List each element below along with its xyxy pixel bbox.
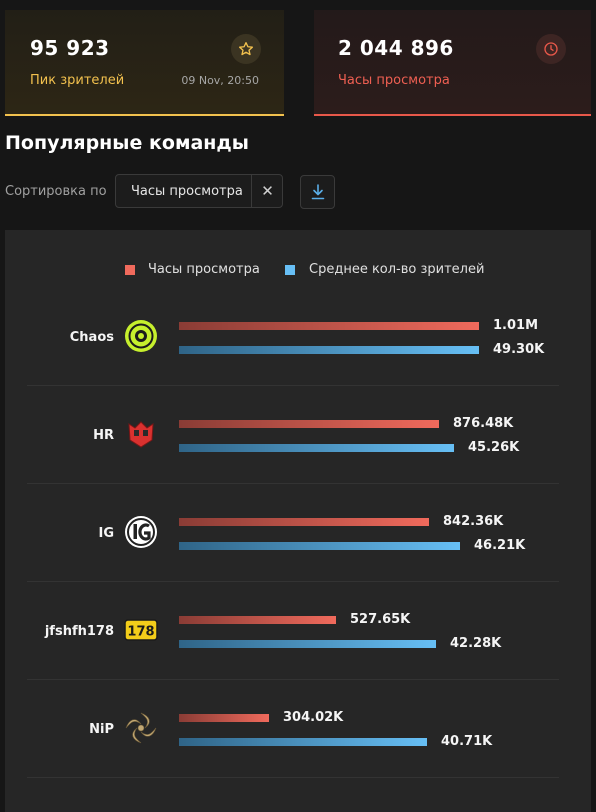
legend-label-views: Часы просмотра (148, 262, 260, 277)
row-separator (27, 679, 559, 680)
bar-label-views: 304.02K (283, 710, 344, 725)
chaos-logo (123, 318, 159, 354)
bar-avg-viewers (179, 640, 436, 648)
peak-viewers-date: 09 Nov, 20:50 (181, 74, 259, 87)
svg-text:178: 178 (127, 625, 154, 640)
peak-viewers-value: 95 923 (30, 36, 110, 60)
row-separator (27, 581, 559, 582)
team-name: HR (93, 428, 114, 443)
row-separator (27, 777, 559, 778)
bar-label-views: 842.36K (443, 514, 504, 529)
team-name: Chaos (69, 330, 114, 345)
hours-watched-value: 2 044 896 (338, 36, 454, 60)
clock-icon (536, 34, 566, 64)
bar-label-avg: 40.71K (441, 734, 493, 749)
chart-panel: Часы просмотра Среднее кол-во зрителей C… (5, 230, 591, 812)
download-button[interactable] (300, 175, 335, 209)
bar-avg-viewers (179, 346, 479, 354)
legend-swatch-avg (285, 265, 295, 275)
team-name: IG (98, 526, 114, 541)
bar-label-avg: 42.28K (450, 636, 502, 651)
178-logo: 178 (123, 612, 159, 648)
peak-viewers-label: Пик зрителей (30, 73, 125, 88)
bar-label-views: 876.48K (453, 416, 514, 431)
bar-views (179, 420, 439, 428)
hours-watched-label: Часы просмотра (338, 73, 450, 88)
sort-label: Сортировка по (5, 184, 107, 199)
bar-label-avg: 49.30K (493, 342, 545, 357)
bar-views (179, 322, 479, 330)
bar-views (179, 518, 429, 526)
bar-label-views: 1.01M (493, 318, 539, 333)
section-title: Популярные команды (5, 132, 249, 154)
legend-swatch-views (125, 265, 135, 275)
bar-avg-viewers (179, 738, 427, 746)
hours-watched-card: 2 044 896 Часы просмотра (314, 10, 591, 116)
bar-avg-viewers (179, 444, 454, 452)
team-name: NiP (89, 722, 114, 737)
hr-logo (123, 416, 159, 452)
legend-label-avg: Среднее кол-во зрителей (309, 262, 485, 277)
download-icon (311, 184, 324, 200)
team-name: jfshfh178 (44, 624, 114, 639)
star-icon (231, 34, 261, 64)
ig-logo (123, 514, 159, 550)
bar-views (179, 714, 269, 722)
sort-clear-button[interactable]: ✕ (261, 182, 274, 200)
bar-avg-viewers (179, 542, 460, 550)
nip-logo (123, 710, 159, 746)
bar-label-avg: 46.21K (474, 538, 526, 553)
peak-viewers-card: 95 923 Пик зрителей 09 Nov, 20:50 (5, 10, 284, 116)
bar-label-avg: 45.26K (468, 440, 520, 455)
sort-select[interactable]: Часы просмотра ✕ (115, 174, 283, 208)
row-separator (27, 385, 559, 386)
bar-views (179, 616, 336, 624)
sort-divider (251, 175, 252, 207)
sort-value[interactable]: Часы просмотра (131, 184, 243, 199)
row-separator (27, 483, 559, 484)
bar-label-views: 527.65K (350, 612, 411, 627)
